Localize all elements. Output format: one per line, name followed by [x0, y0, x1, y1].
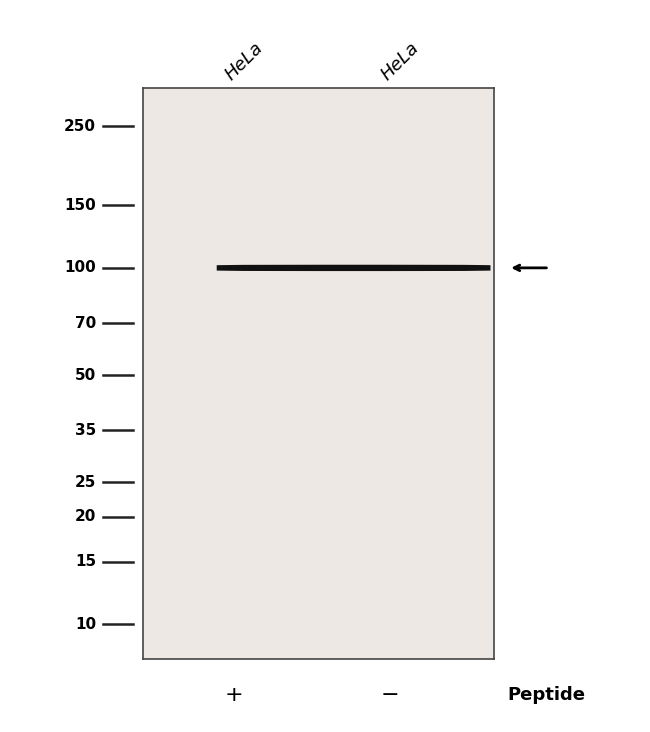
Text: 150: 150	[64, 198, 96, 212]
Text: Peptide: Peptide	[507, 687, 585, 704]
Text: 20: 20	[75, 509, 96, 524]
Text: 70: 70	[75, 315, 96, 331]
Text: 15: 15	[75, 554, 96, 569]
FancyBboxPatch shape	[216, 265, 491, 271]
Text: −: −	[381, 685, 399, 706]
Text: 50: 50	[75, 367, 96, 383]
Text: +: +	[225, 685, 243, 706]
Text: 25: 25	[75, 475, 96, 490]
Text: HeLa: HeLa	[377, 40, 423, 84]
Text: 100: 100	[64, 261, 96, 275]
Text: HeLa: HeLa	[221, 40, 266, 84]
Text: 250: 250	[64, 119, 96, 133]
Text: 35: 35	[75, 423, 96, 438]
Text: 10: 10	[75, 617, 96, 632]
